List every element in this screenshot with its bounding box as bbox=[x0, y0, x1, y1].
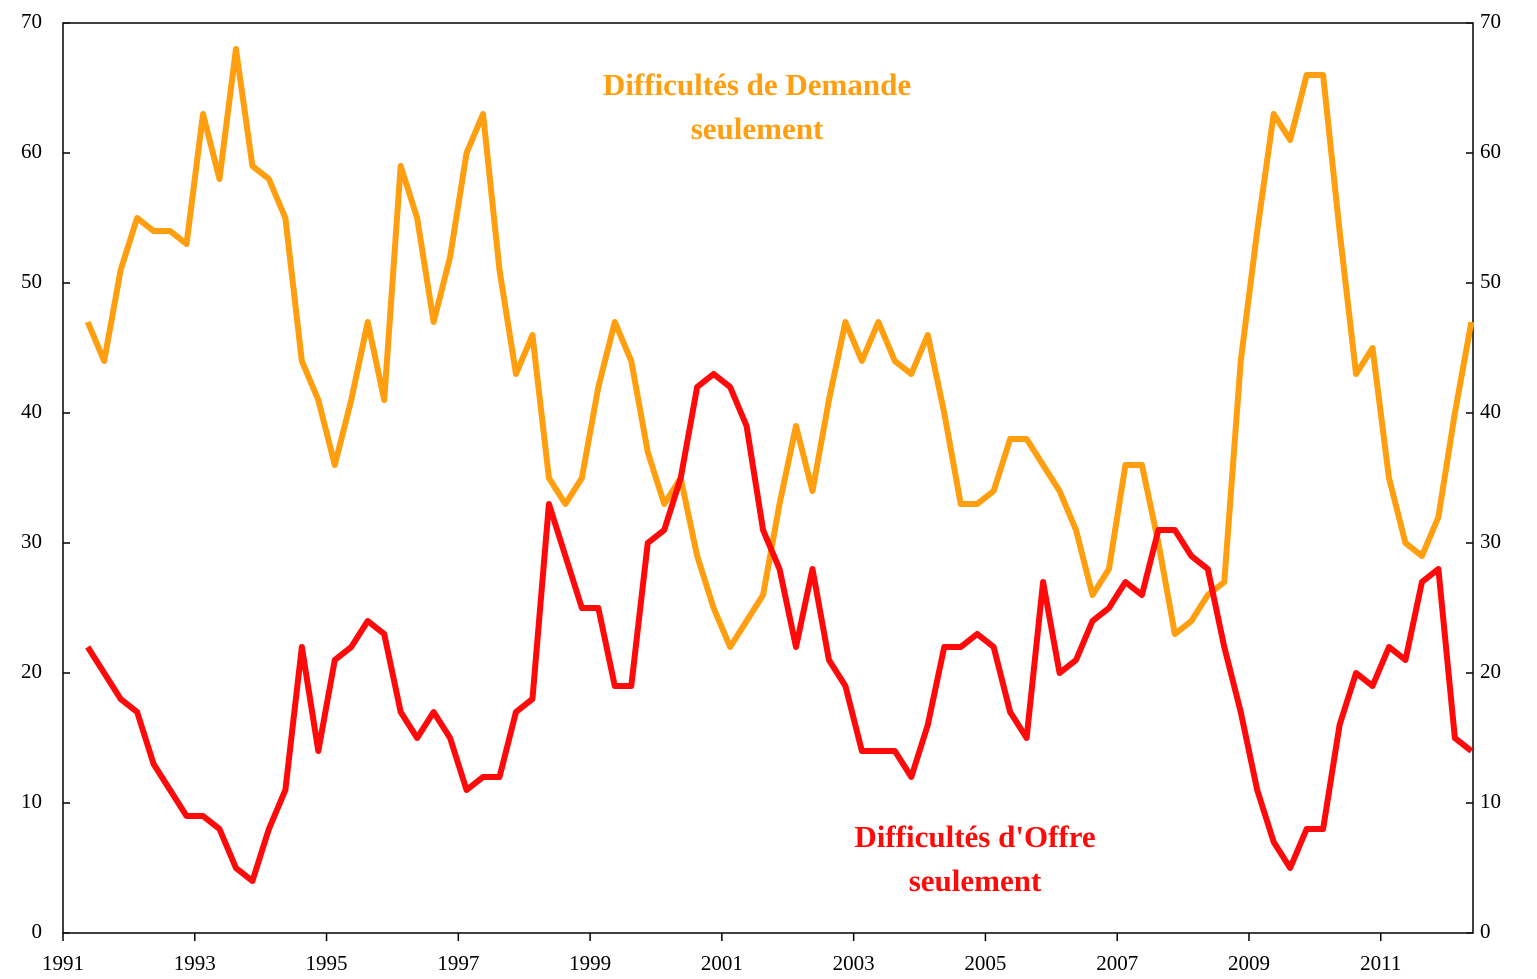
annotation: Difficultés de Demande bbox=[603, 67, 911, 102]
x-tick-label: 2001 bbox=[701, 951, 743, 975]
x-tick-label: 1991 bbox=[42, 951, 84, 975]
y2-tick-label: 10 bbox=[1480, 789, 1501, 813]
y2-tick-label: 40 bbox=[1480, 399, 1501, 423]
x-tick-label: 2007 bbox=[1096, 951, 1138, 975]
line-series bbox=[85, 371, 1474, 884]
line-series bbox=[84, 46, 1475, 650]
y-tick-label: 40 bbox=[21, 399, 42, 423]
y-tick-label: 20 bbox=[21, 659, 42, 683]
x-tick-label: 1995 bbox=[306, 951, 348, 975]
y-tick-label: 0 bbox=[32, 919, 43, 943]
y2-tick-label: 70 bbox=[1480, 9, 1501, 33]
y-tick-label: 30 bbox=[21, 529, 42, 553]
x-tick-label: 2009 bbox=[1228, 951, 1270, 975]
plot-area bbox=[62, 22, 1474, 934]
y-tick-label: 50 bbox=[21, 269, 42, 293]
y2-tick-label: 30 bbox=[1480, 529, 1501, 553]
x-tick-label: 1999 bbox=[569, 951, 611, 975]
y2-tick-label: 20 bbox=[1480, 659, 1501, 683]
x-tick-label: 1993 bbox=[174, 951, 216, 975]
x-tick-label: 2005 bbox=[964, 951, 1006, 975]
annotation: Difficultés d'Offre bbox=[854, 819, 1095, 854]
annotation: seulement bbox=[691, 111, 824, 146]
y-tick-label: 70 bbox=[21, 9, 42, 33]
x-tick-label: 2011 bbox=[1360, 951, 1401, 975]
x-tick-label: 1997 bbox=[437, 951, 479, 975]
y2-tick-label: 0 bbox=[1480, 919, 1491, 943]
y-tick-label: 10 bbox=[21, 789, 42, 813]
annotation: seulement bbox=[909, 863, 1042, 898]
y-tick-label: 60 bbox=[21, 139, 42, 163]
y2-tick-label: 60 bbox=[1480, 139, 1501, 163]
y2-tick-label: 50 bbox=[1480, 269, 1501, 293]
x-tick-label: 2003 bbox=[833, 951, 875, 975]
